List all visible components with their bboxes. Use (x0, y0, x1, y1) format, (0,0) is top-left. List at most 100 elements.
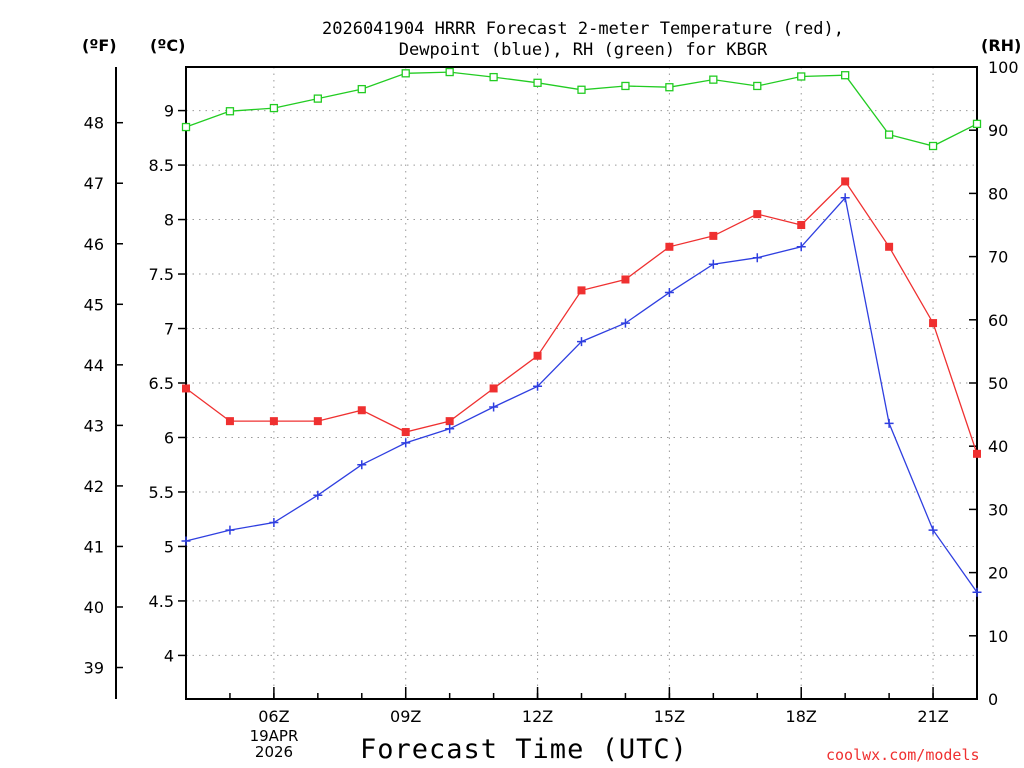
dewpoint-point (357, 460, 367, 470)
rh-point (357, 84, 366, 94)
celsius-tick-label: 6 (164, 428, 174, 447)
rh-tick-label: 90 (988, 121, 1008, 140)
dewpoint-point (664, 288, 674, 298)
dewpoint-point (445, 424, 455, 434)
celsius-tick-label: 8 (164, 211, 174, 230)
dewpoint-point (840, 193, 850, 203)
dewpoint-point (577, 337, 586, 347)
fahrenheit-tick-label: 45 (84, 295, 104, 314)
rh-point (313, 94, 322, 103)
rh-point (709, 75, 718, 84)
date-label-day: 19APR (249, 727, 299, 745)
rh-tick-label: 20 (988, 564, 1008, 583)
chart-title-line-1: 2026041904 HRRR Forecast 2-meter Tempera… (322, 19, 844, 39)
temperature-point (885, 242, 894, 251)
rh-tick-label: 60 (988, 311, 1008, 330)
rh-point (797, 72, 806, 81)
dewpoint-series-line (185, 196, 978, 593)
temperature-point (225, 417, 234, 426)
temperature-point (797, 221, 806, 229)
rh-point (225, 107, 235, 116)
source-credit: coolwx.com/models (826, 746, 980, 764)
temperature-point (841, 177, 850, 186)
temperature-point (929, 319, 938, 328)
x-axis-title: Forecast Time (UTC) (360, 734, 688, 765)
celsius-tick-label: 4 (164, 646, 174, 665)
rh-point (665, 83, 674, 92)
rh-point (928, 141, 938, 151)
x-tick-label: 12Z (522, 707, 553, 726)
celsius-tick-label: 7.5 (149, 265, 174, 284)
celsius-axis-label: (ºC) (150, 36, 186, 55)
temperature-point (445, 417, 454, 426)
dewpoint-point (181, 536, 191, 546)
temperature-point (709, 231, 718, 240)
celsius-tick-label: 5.5 (149, 483, 174, 502)
rh-point (972, 119, 982, 129)
rh-tick-label: 100 (988, 58, 1019, 77)
rh-point (445, 67, 454, 77)
dewpoint-point (928, 525, 938, 535)
x-tick-label: 09Z (390, 707, 421, 726)
fahrenheit-tick-label: 39 (84, 659, 104, 678)
temperature-point (973, 449, 981, 458)
temperature-point (313, 417, 322, 426)
temperature-point (489, 384, 498, 393)
chart-title-line-2: Dewpoint (blue), RH (green) for KBGR (398, 40, 768, 60)
rh-tick-label: 10 (988, 627, 1008, 646)
dewpoint-point (401, 438, 411, 448)
fahrenheit-tick-label: 47 (84, 174, 104, 193)
dewpoint-point (884, 418, 894, 428)
rh-tick-label: 30 (988, 500, 1008, 519)
rh-point (841, 71, 850, 80)
dewpoint-point (708, 259, 718, 269)
rh-point (621, 81, 630, 91)
dewpoint-point (752, 253, 762, 263)
fahrenheit-tick-label: 43 (84, 416, 104, 435)
x-tick-label: 06Z (258, 707, 289, 726)
fahrenheit-tick-label: 40 (84, 598, 104, 617)
celsius-tick-label: 5 (164, 537, 174, 556)
temperature-point (269, 417, 278, 426)
rh-point (489, 72, 498, 82)
fahrenheit-axis-label: (ºF) (82, 36, 117, 55)
rh-series-line (185, 71, 978, 147)
celsius-tick-label: 4.5 (149, 592, 174, 611)
plot-frame (185, 66, 978, 700)
rh-point (884, 130, 894, 139)
rh-tick-label: 50 (988, 374, 1008, 393)
fahrenheit-tick-label: 42 (84, 477, 104, 496)
dewpoint-point (225, 525, 235, 535)
temperature-point (665, 242, 674, 251)
rh-tick-label: 40 (988, 437, 1008, 456)
rh-tick-label: 80 (988, 184, 1008, 203)
fahrenheit-tick-label: 41 (84, 537, 104, 556)
rh-tick-label: 0 (988, 690, 998, 709)
rh-tick-label: 70 (988, 248, 1008, 267)
date-label-year: 2026 (254, 743, 294, 761)
fahrenheit-tick-label: 46 (84, 235, 104, 254)
dewpoint-point (533, 381, 543, 391)
date-label: 19APR 2026 (240, 728, 308, 760)
x-tick-label: 21Z (917, 707, 948, 726)
temperature-point (577, 286, 586, 295)
temperature-series-line (185, 180, 978, 455)
temperature-point (401, 428, 410, 437)
temperature-point (753, 210, 762, 219)
dewpoint-point (796, 242, 806, 252)
celsius-tick-label: 8.5 (149, 156, 174, 175)
temperature-point (621, 275, 630, 284)
celsius-tick-label: 6.5 (149, 374, 174, 393)
rh-point (533, 78, 542, 87)
celsius-tick-label: 7 (164, 320, 174, 339)
dewpoint-point (972, 587, 982, 597)
rh-point (181, 122, 191, 132)
rh-axis-label: (RH) (981, 36, 1022, 55)
dewpoint-point (489, 402, 499, 412)
temperature-point (357, 406, 366, 415)
temperature-point (533, 351, 542, 360)
dewpoint-point (269, 517, 279, 527)
dewpoint-point (313, 490, 323, 500)
fahrenheit-tick-label: 44 (84, 356, 104, 375)
temperature-point (182, 384, 190, 393)
